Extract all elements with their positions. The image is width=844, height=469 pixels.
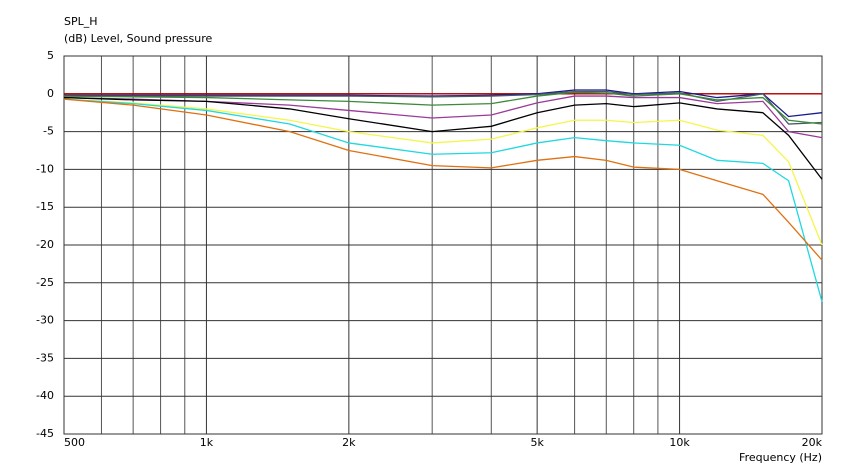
- y-axis-label: (dB) Level, Sound pressure: [64, 32, 213, 45]
- y-tick-label: 0: [47, 87, 54, 100]
- x-axis-label: Frequency (Hz): [739, 451, 822, 464]
- y-tick-label: -20: [36, 238, 54, 251]
- y-tick-label: -25: [36, 276, 54, 289]
- x-tick-label: 500: [64, 436, 85, 449]
- series-line: [63, 98, 823, 246]
- y-tick-label: -15: [36, 200, 54, 213]
- series-line: [64, 89, 823, 118]
- y-tick-label: 5: [47, 49, 54, 62]
- series-line: [64, 90, 823, 125]
- chart-title: SPL_H: [64, 15, 98, 28]
- x-tick-label: 10k: [669, 436, 690, 449]
- x-tick-label: 2k: [342, 436, 356, 449]
- x-tick-label: 5k: [530, 436, 544, 449]
- x-tick-label: 1k: [200, 436, 214, 449]
- x-tick-label: 20k: [802, 436, 823, 449]
- y-tick-label: -5: [43, 125, 54, 138]
- series-line: [63, 95, 823, 139]
- y-tick-label: -40: [36, 389, 54, 402]
- series-line: [63, 91, 823, 125]
- y-tick-label: -35: [36, 351, 54, 364]
- series-line: [63, 98, 823, 261]
- series-line: [63, 96, 823, 180]
- series-line: [63, 98, 823, 302]
- y-tick-label: -10: [36, 162, 54, 175]
- y-tick-label: -30: [36, 314, 54, 327]
- y-tick-label: -45: [36, 427, 54, 440]
